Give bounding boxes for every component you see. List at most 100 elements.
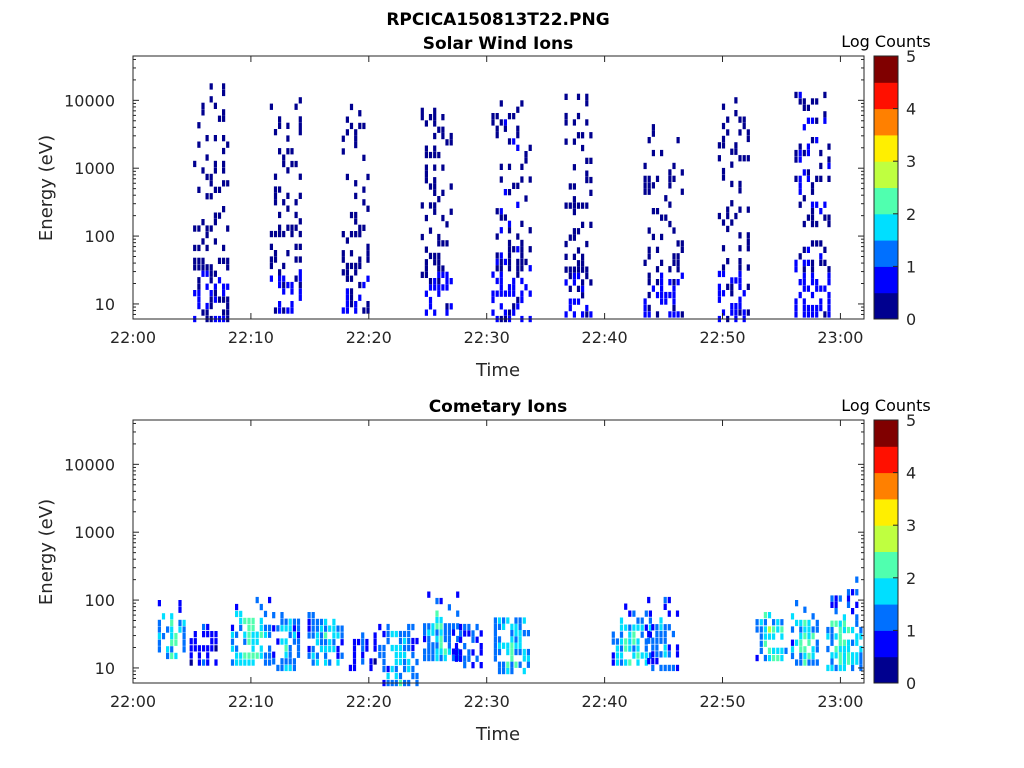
heatmap-cell — [298, 122, 302, 129]
heatmap-cell — [222, 290, 226, 297]
heatmap-cell — [717, 212, 721, 220]
heatmap-cell — [197, 290, 201, 297]
colorbar-segment — [874, 161, 898, 188]
heatmap-cell — [834, 652, 838, 659]
heatmap-cell — [495, 252, 499, 259]
heatmap-cell — [499, 290, 503, 297]
heatmap-cell — [193, 645, 197, 652]
heatmap-cell — [454, 643, 459, 650]
heatmap-cell — [663, 630, 667, 638]
heatmap-cell — [802, 98, 806, 105]
heatmap-cell — [514, 617, 518, 624]
heatmap-cell — [298, 230, 302, 238]
heatmap-cell — [205, 135, 209, 142]
heatmap-cell — [280, 625, 284, 632]
heatmap-cell — [643, 304, 647, 312]
heatmap-cell — [855, 576, 859, 583]
heatmap-cell — [471, 662, 475, 669]
heatmap-cell — [365, 645, 369, 652]
heatmap-cell — [512, 303, 516, 310]
heatmap-cell — [585, 311, 589, 318]
heatmap-cell — [189, 652, 193, 659]
heatmap-cell — [394, 644, 398, 652]
heatmap-cell — [815, 626, 819, 633]
heatmap-cell — [213, 238, 217, 245]
heatmap-cell — [742, 309, 746, 316]
heatmap-cell — [428, 278, 433, 285]
heatmap-cell — [226, 257, 230, 264]
heatmap-cell — [780, 647, 784, 654]
axes: 22:00 22:10 22:20 22:30 22:40 22:50 23:00 10 100… — [64, 56, 864, 347]
heatmap-cell — [802, 311, 806, 318]
heatmap-cell — [823, 214, 827, 221]
heatmap-cell — [243, 652, 247, 659]
heatmap-cell — [214, 659, 218, 666]
heatmap-cell — [572, 279, 576, 286]
heatmap-cell — [655, 644, 659, 651]
heatmap-cell — [568, 285, 572, 292]
heatmap-cell — [307, 625, 311, 632]
heatmap-cell — [290, 160, 294, 168]
colorbar-label: Log Counts — [841, 396, 931, 415]
heatmap-cell — [205, 225, 209, 232]
heatmap-cell — [576, 260, 581, 267]
heatmap-cell — [506, 648, 510, 656]
heatmap-cell — [459, 649, 463, 656]
heatmap-cell — [214, 631, 218, 638]
heatmap-cell — [842, 620, 846, 627]
heatmap-cell — [431, 623, 435, 630]
heatmap-cell — [201, 238, 205, 245]
heatmap-cell — [288, 658, 292, 665]
heatmap-cell — [742, 122, 746, 130]
figure-title: RPCICA150813T22.PNG — [386, 10, 609, 30]
heatmap-cell — [433, 107, 437, 114]
heatmap-cell — [636, 624, 640, 631]
heatmap-cell — [803, 652, 807, 660]
colorbar: 0 1 2 3 4 5 — [873, 47, 916, 329]
heatmap-cell — [819, 162, 823, 170]
heatmap-cell — [340, 632, 344, 639]
heatmap-cell — [366, 205, 370, 212]
heatmap-cell — [324, 639, 328, 646]
heatmap-cell — [576, 285, 581, 292]
heatmap-cell — [738, 116, 742, 123]
heatmap-cell — [815, 137, 819, 144]
heatmap-cell — [349, 231, 354, 238]
heatmap-cell — [439, 597, 443, 605]
heatmap-cell — [660, 291, 664, 299]
heatmap-cell — [411, 623, 415, 631]
heatmap-cell — [213, 212, 217, 219]
heatmap-cell — [520, 239, 524, 247]
heatmap-cell — [823, 111, 827, 118]
heatmap-cell — [178, 626, 182, 633]
heatmap-cell — [576, 228, 581, 235]
heatmap-cell — [394, 665, 398, 673]
heatmap-cell — [441, 240, 445, 247]
heatmap-cell — [205, 283, 209, 290]
panel-solar-wind: Solar Wind Ions 22:00 22:10 22:20 22:30 22:4… — [36, 32, 931, 381]
heatmap-cell — [648, 617, 652, 624]
heatmap-cell — [298, 269, 302, 276]
heatmap-cell — [369, 664, 373, 672]
heatmap-cell — [802, 304, 806, 312]
heatmap-cell — [222, 180, 226, 187]
heatmap-cell — [423, 629, 427, 636]
heatmap-cell — [503, 214, 507, 221]
heatmap-cell — [746, 245, 750, 252]
heatmap-cell — [298, 97, 302, 104]
heatmap-cell — [802, 149, 806, 157]
heatmap-cell — [746, 129, 750, 136]
heatmap-cell — [842, 645, 846, 653]
heatmap-cell — [726, 258, 730, 265]
heatmap-cell — [615, 659, 619, 666]
heatmap-cell — [514, 661, 518, 668]
heatmap-cell — [651, 658, 655, 665]
heatmap-cell — [298, 294, 302, 301]
heatmap-cell — [475, 655, 479, 662]
heatmap-cell — [668, 201, 672, 208]
heatmap-cell — [823, 246, 827, 253]
heatmap-cell — [671, 630, 675, 638]
heatmap-cell — [802, 266, 806, 273]
heatmap-cell — [292, 664, 296, 672]
heatmap-cell — [386, 665, 390, 673]
